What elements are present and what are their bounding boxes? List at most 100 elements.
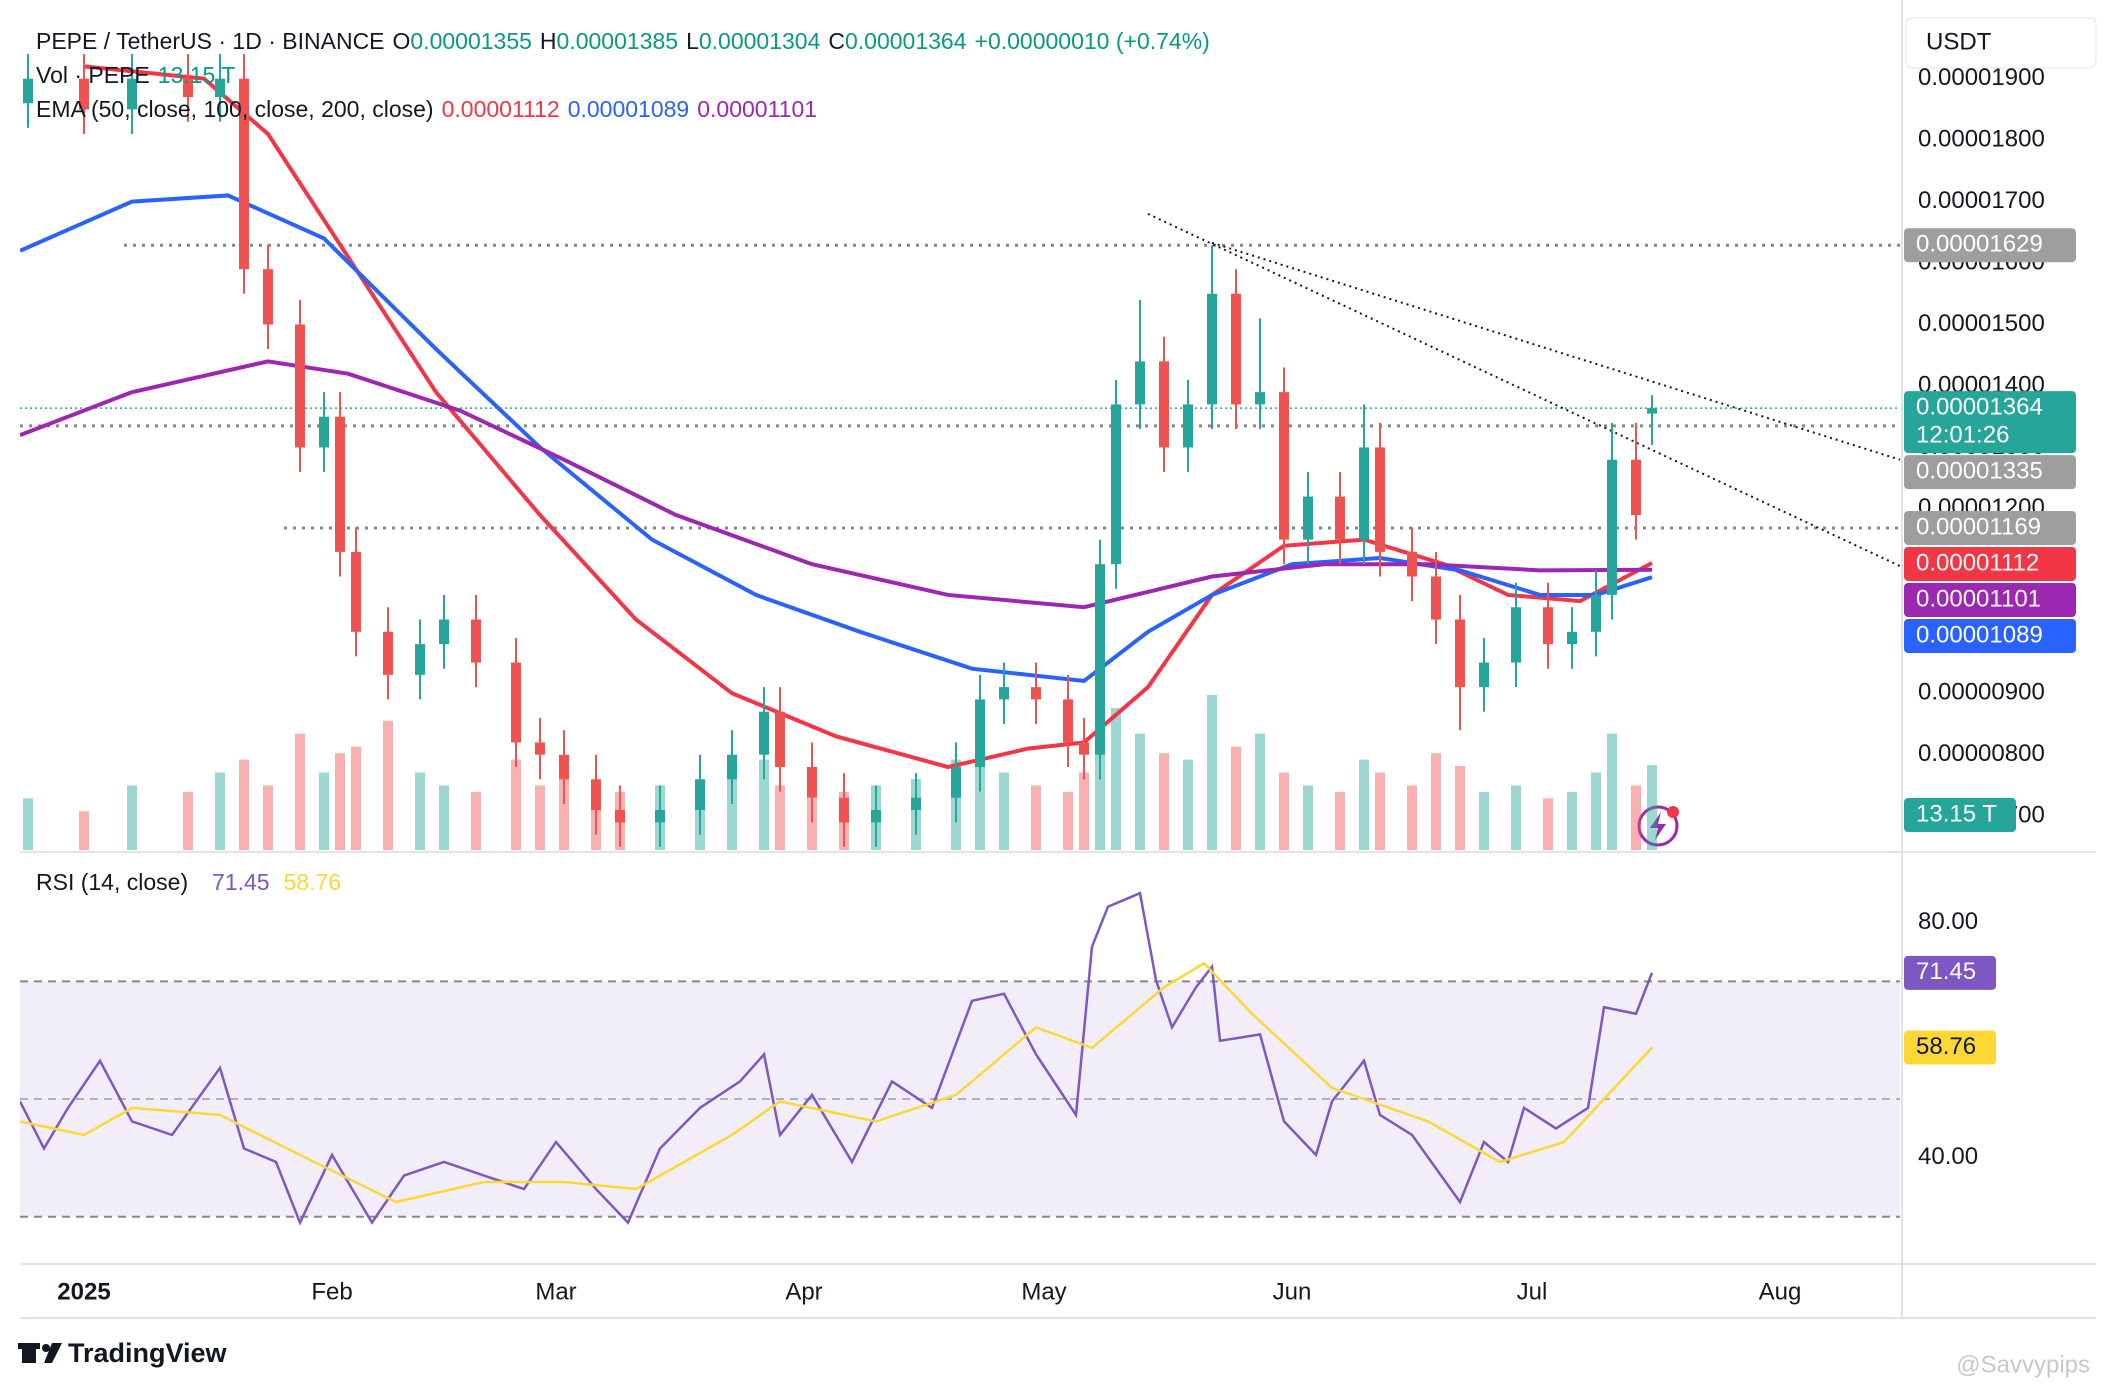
volume-bar bbox=[1183, 759, 1193, 850]
rsi-label-box bbox=[1904, 955, 1996, 990]
candle-body bbox=[775, 711, 785, 768]
currency[interactable]: USDT bbox=[1926, 28, 1992, 55]
volume-bar bbox=[295, 733, 305, 850]
volume-bar bbox=[1079, 772, 1089, 850]
price-label: 0.00001112 bbox=[1916, 549, 2039, 576]
alert-icon[interactable] bbox=[1637, 805, 1679, 847]
change: +0.00000010 (+0.74%) bbox=[974, 28, 1210, 54]
volume-bar bbox=[1303, 785, 1313, 850]
candle-body bbox=[471, 619, 481, 663]
candle-body bbox=[1063, 699, 1073, 743]
price-label: 0.00001629 bbox=[1916, 231, 2043, 258]
candle-body bbox=[1455, 619, 1465, 688]
volume-label-box bbox=[1904, 798, 2016, 832]
volume-bar bbox=[183, 791, 193, 850]
volume-bar bbox=[351, 746, 361, 850]
candle-body bbox=[1479, 662, 1489, 688]
x-tick-label: Feb bbox=[311, 1278, 352, 1305]
candle-body bbox=[1095, 564, 1105, 755]
volume-bar bbox=[1063, 791, 1073, 850]
rsi-legend-value: 58.76 bbox=[284, 869, 342, 895]
watermark: @Savvypips bbox=[1956, 1351, 2090, 1378]
rsi-title: RSI (14, close) bbox=[36, 869, 188, 895]
volume-bar bbox=[471, 791, 481, 850]
candle-body bbox=[1031, 687, 1041, 700]
candle-body bbox=[215, 78, 225, 98]
candle-body bbox=[1511, 607, 1521, 663]
vol-row: Vol · PEPE 13.15 T bbox=[36, 58, 1218, 92]
candle-body bbox=[1303, 496, 1313, 540]
candle-body bbox=[1631, 459, 1641, 516]
price-label: 0.00001169 bbox=[1916, 513, 2041, 540]
currency-box[interactable] bbox=[1905, 17, 2097, 69]
h-label: H bbox=[539, 28, 557, 54]
volume-bar bbox=[511, 759, 521, 850]
price-label: 0.00001089 bbox=[1916, 621, 2043, 648]
legend: PEPE / TetherUS · 1D · BINANCE O0.0000135… bbox=[36, 24, 1218, 126]
volume-bar bbox=[239, 759, 249, 850]
x-tick-label: Jun bbox=[1273, 1278, 1312, 1305]
candle-body bbox=[1135, 361, 1145, 405]
price-label-box bbox=[1904, 618, 2076, 653]
candle-body bbox=[727, 754, 737, 780]
volume-bar bbox=[1431, 753, 1441, 850]
candle-body bbox=[295, 324, 305, 448]
rsi-pane bbox=[20, 891, 1900, 1226]
candle-body bbox=[591, 779, 601, 811]
price-label-box bbox=[1904, 455, 2076, 490]
candle-body bbox=[1231, 293, 1241, 405]
candle-body bbox=[1591, 594, 1601, 632]
price-pane bbox=[20, 54, 1901, 850]
candle-body bbox=[1279, 392, 1289, 540]
ema-row: EMA (50, close, 100, close, 200, close) 0… bbox=[36, 92, 1218, 126]
volume-bar bbox=[535, 785, 545, 850]
volume-bar bbox=[263, 785, 273, 850]
volume-bar bbox=[1375, 772, 1385, 850]
x-tick-label: May bbox=[1021, 1278, 1066, 1305]
volume-bar bbox=[319, 772, 329, 850]
vol-title: Vol · PEPE bbox=[36, 62, 150, 88]
volume-bar bbox=[1279, 772, 1289, 850]
y-tick-label: 0.00001800 bbox=[1918, 125, 2045, 152]
candle-body bbox=[239, 78, 249, 270]
volume-bar bbox=[1255, 733, 1265, 850]
volume-bar bbox=[1567, 791, 1577, 850]
candle-body bbox=[655, 810, 665, 823]
volume-bar bbox=[1479, 791, 1489, 850]
x-tick-label: Jul bbox=[1517, 1278, 1548, 1305]
y-tick-label: 0.00001500 bbox=[1918, 310, 2045, 337]
ema-line bbox=[20, 193, 1653, 684]
candle-body bbox=[1567, 631, 1577, 645]
rsi-label: 71.45 bbox=[1916, 958, 1976, 985]
volume-bar bbox=[1207, 694, 1217, 850]
candle-body bbox=[1647, 408, 1657, 414]
brand-logo bbox=[18, 1343, 62, 1363]
candle-body bbox=[1159, 361, 1169, 448]
symbol: PEPE / TetherUS · 1D · BINANCE bbox=[36, 28, 385, 54]
rsi-line bbox=[20, 961, 1653, 1204]
o-label: O bbox=[392, 28, 411, 54]
price-label-box bbox=[1904, 510, 2076, 545]
volume-bar bbox=[439, 785, 449, 850]
candle-body bbox=[1359, 447, 1369, 540]
price-label: 0.00001364 bbox=[1916, 393, 2043, 420]
volume-bar bbox=[1631, 785, 1641, 850]
candle-body bbox=[759, 711, 769, 755]
x-tick-label: Aug bbox=[1759, 1278, 1802, 1305]
volume-bar bbox=[1647, 765, 1657, 850]
volume-bar bbox=[79, 811, 89, 850]
ema-line bbox=[20, 359, 1653, 610]
volume-bar bbox=[975, 746, 985, 850]
candle-body bbox=[511, 662, 521, 743]
trendline bbox=[1211, 241, 1901, 461]
rsi-legend-value: 71.45 bbox=[212, 869, 270, 895]
price-label-box bbox=[1904, 582, 2076, 617]
trendline bbox=[1147, 212, 1901, 567]
volume-bar bbox=[559, 772, 569, 850]
ema-100: 0.00001089 bbox=[567, 96, 690, 122]
candle-body bbox=[1431, 576, 1441, 620]
price-label-box bbox=[1904, 546, 2076, 581]
volume-bar bbox=[1607, 733, 1617, 850]
